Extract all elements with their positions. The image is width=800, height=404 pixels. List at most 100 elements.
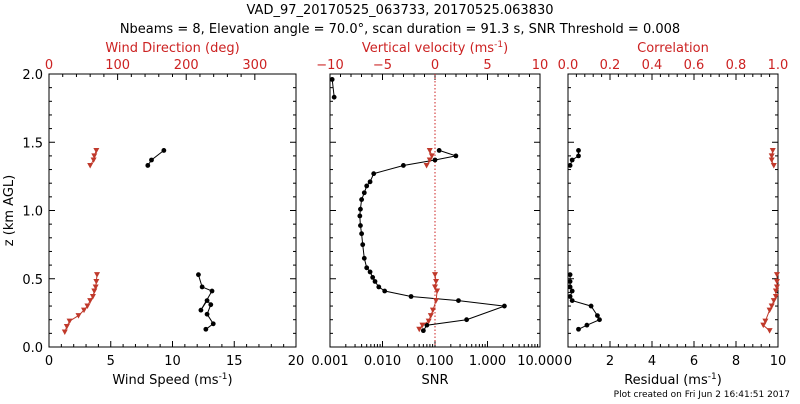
data-point bbox=[90, 157, 97, 163]
bottom-tick-label: 2 bbox=[606, 354, 614, 369]
data-point bbox=[432, 157, 438, 163]
data-point bbox=[426, 147, 433, 154]
data-point bbox=[424, 322, 430, 328]
data-point bbox=[595, 313, 600, 319]
data-point bbox=[569, 298, 575, 303]
plot-frame bbox=[567, 73, 779, 348]
data-point bbox=[358, 223, 363, 228]
data-point bbox=[502, 303, 507, 309]
bottom-tick-label: 0 bbox=[45, 354, 53, 369]
series-bottom-axis bbox=[329, 77, 507, 334]
data-point bbox=[204, 298, 210, 303]
data-point bbox=[367, 269, 373, 275]
data-point bbox=[198, 307, 204, 313]
series-line bbox=[569, 150, 579, 166]
data-point bbox=[760, 322, 767, 329]
data-point bbox=[203, 326, 209, 332]
data-point bbox=[208, 302, 214, 308]
data-point bbox=[359, 197, 365, 202]
y-tick-label: 0.5 bbox=[22, 273, 43, 288]
bottom-tick-label: 10 bbox=[770, 354, 787, 369]
data-point bbox=[92, 284, 99, 290]
data-point bbox=[597, 317, 602, 323]
data-point bbox=[770, 162, 777, 169]
data-point bbox=[576, 326, 581, 332]
data-point bbox=[773, 284, 780, 290]
data-point bbox=[768, 153, 775, 159]
data-point bbox=[576, 148, 581, 153]
bottom-tick-label: 0.100 bbox=[416, 354, 453, 369]
data-point bbox=[93, 278, 100, 285]
data-point bbox=[762, 318, 769, 325]
bottom-tick-label: 20 bbox=[288, 354, 305, 369]
data-point bbox=[429, 307, 436, 314]
series-bottom-axis bbox=[145, 148, 216, 332]
data-point bbox=[584, 322, 590, 328]
top-tick-label: 10 bbox=[532, 58, 549, 73]
data-point bbox=[87, 298, 94, 304]
data-point bbox=[567, 279, 573, 284]
figure-title: VAD_97_20170525_063733, 20170525.063830 bbox=[247, 3, 554, 18]
data-point bbox=[364, 265, 370, 271]
data-point bbox=[91, 153, 98, 159]
data-point bbox=[145, 163, 151, 168]
bottom-tick-label: 15 bbox=[226, 354, 243, 369]
data-point bbox=[372, 279, 378, 284]
top-tick-label: 0 bbox=[431, 58, 439, 73]
bottom-tick-label: 4 bbox=[648, 354, 656, 369]
data-point bbox=[359, 231, 365, 237]
top-tick-label: 0.8 bbox=[726, 58, 747, 73]
data-point bbox=[436, 148, 442, 153]
top-axis-label: Vertical velocity (ms-1) bbox=[362, 40, 508, 56]
bottom-tick-label: 0 bbox=[564, 354, 572, 369]
data-point bbox=[770, 298, 777, 304]
data-point bbox=[567, 163, 573, 168]
top-tick-label: 0.4 bbox=[642, 58, 663, 73]
plot-created-footer: Plot created on Fri Jun 2 16:41:51 2017 bbox=[614, 390, 790, 400]
data-point bbox=[196, 272, 201, 278]
data-point bbox=[773, 278, 780, 285]
data-point bbox=[588, 303, 594, 309]
data-point bbox=[75, 313, 82, 319]
top-tick-label: 200 bbox=[174, 58, 199, 73]
data-point bbox=[84, 303, 91, 310]
bottom-axis-label: SNR bbox=[421, 373, 448, 388]
data-point bbox=[432, 272, 438, 278]
data-point bbox=[199, 284, 205, 290]
data-point bbox=[769, 147, 776, 154]
data-point bbox=[453, 153, 459, 159]
bottom-axis-label: Wind Speed (ms-1) bbox=[112, 372, 232, 388]
data-point bbox=[456, 298, 461, 303]
top-tick-label: 0.2 bbox=[600, 58, 621, 73]
data-point bbox=[210, 321, 216, 327]
data-point bbox=[400, 163, 406, 168]
series-top-axis bbox=[61, 147, 101, 335]
data-point bbox=[766, 328, 773, 334]
data-point bbox=[89, 293, 96, 300]
data-point bbox=[434, 288, 441, 295]
data-point bbox=[209, 288, 215, 294]
y-tick-label: 2.0 bbox=[22, 68, 43, 83]
data-point bbox=[425, 318, 432, 325]
data-point bbox=[93, 147, 100, 154]
data-point bbox=[364, 183, 370, 189]
data-point bbox=[61, 329, 68, 335]
panel-snr: 0.001 0.010 0.100 1.000 10.000 −10 −5 0 5 10 SNR Ve… bbox=[311, 40, 562, 388]
bottom-tick-label: 6 bbox=[690, 354, 698, 369]
data-point bbox=[63, 324, 70, 330]
data-point bbox=[87, 162, 94, 169]
data-point bbox=[367, 179, 373, 185]
data-point bbox=[382, 288, 388, 294]
top-tick-label: 0.0 bbox=[558, 58, 579, 73]
data-point bbox=[423, 162, 430, 169]
data-point bbox=[329, 77, 335, 82]
series-line bbox=[331, 79, 335, 98]
data-point bbox=[370, 274, 376, 280]
data-point bbox=[433, 278, 440, 285]
series-line bbox=[569, 274, 601, 330]
figure-subtitle: Nbeams = 8, Elevation angle = 70.0°, sca… bbox=[120, 22, 680, 37]
data-point bbox=[569, 157, 575, 163]
y-tick-label: 0.0 bbox=[22, 341, 43, 356]
data-point bbox=[768, 303, 775, 310]
